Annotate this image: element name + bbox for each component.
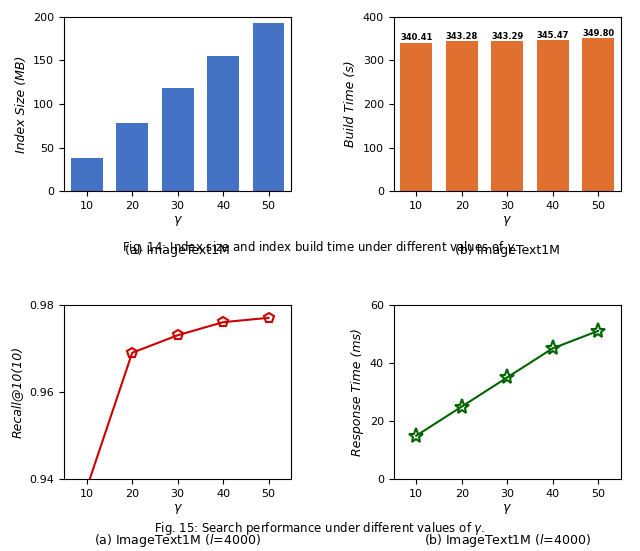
X-axis label: $\gamma$: $\gamma$ <box>173 214 182 228</box>
Y-axis label: Index Size (MB): Index Size (MB) <box>15 55 28 153</box>
X-axis label: $\gamma$: $\gamma$ <box>502 214 512 228</box>
Y-axis label: Response Time (ms): Response Time (ms) <box>351 328 364 456</box>
Bar <box>207 56 239 191</box>
Bar <box>492 41 523 191</box>
Text: (b) ImageText1M ($l$=4000): (b) ImageText1M ($l$=4000) <box>424 532 591 549</box>
Bar <box>162 88 193 191</box>
Text: (a) ImageText1M: (a) ImageText1M <box>125 244 230 257</box>
Bar <box>71 158 102 191</box>
Text: 343.29: 343.29 <box>491 32 524 41</box>
Text: 349.80: 349.80 <box>582 29 614 38</box>
X-axis label: $\gamma$: $\gamma$ <box>502 502 512 516</box>
Text: Fig. 14: Index size and index build time under different values of $\gamma$.: Fig. 14: Index size and index build time… <box>122 240 518 256</box>
Text: (b) ImageText1M: (b) ImageText1M <box>455 244 559 257</box>
Y-axis label: Recall@10(10): Recall@10(10) <box>11 346 24 438</box>
Text: 343.28: 343.28 <box>445 32 478 41</box>
Bar <box>116 123 148 191</box>
Text: (a) ImageText1M ($l$=4000): (a) ImageText1M ($l$=4000) <box>94 532 261 549</box>
Bar <box>401 42 432 191</box>
Bar <box>582 39 614 191</box>
Bar <box>537 40 568 191</box>
Text: 345.47: 345.47 <box>536 31 569 40</box>
X-axis label: $\gamma$: $\gamma$ <box>173 502 182 516</box>
Bar <box>446 41 477 191</box>
Text: 340.41: 340.41 <box>400 33 433 42</box>
Text: Fig. 15: Search performance under different values of $\gamma$.: Fig. 15: Search performance under differ… <box>154 520 486 537</box>
Y-axis label: Build Time (s): Build Time (s) <box>344 61 357 147</box>
Bar <box>253 23 284 191</box>
